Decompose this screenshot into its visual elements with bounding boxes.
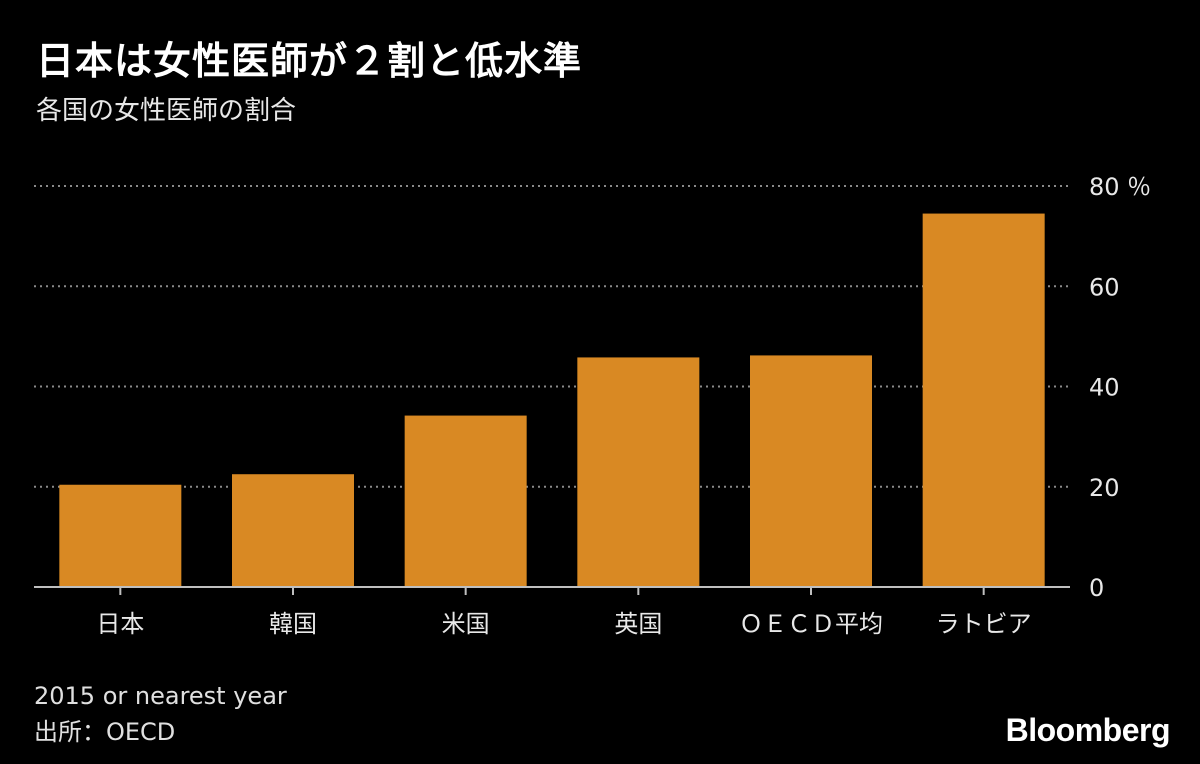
y-tick-label: 40 <box>1089 374 1120 402</box>
bar-5 <box>922 213 1045 587</box>
y-tick-labels: 0 20 40 60 80 ％ <box>1089 173 1151 602</box>
bar-1 <box>232 474 354 587</box>
chart-subtitle: 各国の女性医師の割合 <box>36 96 297 126</box>
gridlines <box>34 185 1070 488</box>
y-tick-label: 0 <box>1089 574 1104 602</box>
x-tick-label: ラトビア <box>936 610 1032 638</box>
y-tick-label: 20 <box>1089 474 1120 502</box>
bar-4 <box>750 355 872 587</box>
x-tick-label: 日本 <box>96 610 144 638</box>
x-tick-label: 韓国 <box>269 610 317 638</box>
x-tick-label: ＯＥＣＤ平均 <box>739 610 883 638</box>
source-note: 出所：OECD <box>34 718 176 746</box>
chart-title: 日本は女性医師が２割と低水準 <box>36 39 583 83</box>
bloomberg-logo: Bloomberg <box>1005 712 1171 748</box>
x-tick-label: 米国 <box>442 610 490 638</box>
y-tick-label: 80 ％ <box>1089 173 1151 201</box>
y-tick-label: 60 <box>1089 273 1120 301</box>
bar-2 <box>404 415 527 587</box>
footnote: 2015 or nearest year <box>34 682 287 710</box>
bar-3 <box>577 357 700 587</box>
x-tick-label: 英国 <box>614 610 662 638</box>
x-ticks: 日本 韓国 米国 英国 ＯＥＣＤ平均 ラトビア <box>96 587 1032 638</box>
bar-0 <box>59 484 182 587</box>
bars <box>59 213 1045 587</box>
